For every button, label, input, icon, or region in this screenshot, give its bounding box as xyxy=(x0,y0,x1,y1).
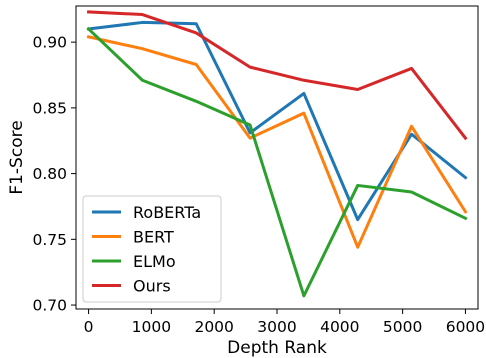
y-axis-ticks: 0.70 0.75 0.80 0.85 0.90 xyxy=(32,34,76,315)
series-line-roberta xyxy=(86,20,468,222)
x-tick-label: 4000 xyxy=(320,318,359,336)
legend-label-roberta: RoBERTa xyxy=(133,203,201,222)
x-tick-label: 0 xyxy=(84,318,94,336)
legend-box xyxy=(82,195,222,303)
x-tick-label: 3000 xyxy=(257,318,296,336)
x-tick-label: 5000 xyxy=(383,318,422,336)
y-axis-label: F1-Score xyxy=(7,120,27,194)
y-tick-label: 0.80 xyxy=(32,165,67,183)
x-tick-label: 2000 xyxy=(194,318,233,336)
x-tick-label: 6000 xyxy=(446,318,485,336)
y-tick-label: 0.70 xyxy=(32,297,67,315)
legend: RoBERTa BERT ELMo Ours xyxy=(82,195,222,303)
series-line-bert xyxy=(86,35,468,249)
legend-label-ours: Ours xyxy=(133,277,171,296)
legend-label-bert: BERT xyxy=(133,228,174,247)
series-line-ours xyxy=(86,10,468,141)
x-axis-label: Depth Rank xyxy=(227,338,327,358)
x-tick-label: 1000 xyxy=(132,318,171,336)
y-tick-label: 0.90 xyxy=(32,34,67,52)
x-axis-ticks: 0 1000 2000 3000 4000 5000 6000 xyxy=(84,309,485,336)
y-tick-label: 0.75 xyxy=(32,231,67,249)
legend-label-elmo: ELMo xyxy=(133,252,176,271)
series-lines xyxy=(86,10,468,298)
series-line-elmo xyxy=(86,26,468,298)
y-tick-label: 0.85 xyxy=(32,99,67,117)
